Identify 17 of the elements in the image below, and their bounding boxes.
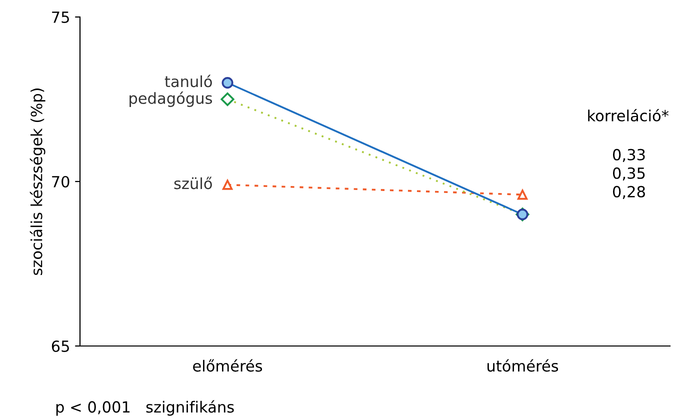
- y-tick-label: 75: [52, 12, 69, 24]
- y-tick-label: 70: [52, 176, 70, 188]
- annotation: 0,33: [612, 148, 645, 162]
- x-tick-label: előmérés: [193, 359, 262, 372]
- x-tick-label: utómérés: [488, 359, 558, 372]
- series-label: szülő: [174, 176, 212, 190]
- point: [222, 180, 233, 190]
- annotation: 0,28: [612, 186, 645, 199]
- text: p < 0,001 szignifikáns: [56, 400, 234, 416]
- y-tick-label: 65: [52, 340, 69, 352]
- annotation: korreláció*: [588, 108, 669, 122]
- series-label: pedagógus: [130, 92, 212, 107]
- point: [222, 77, 234, 89]
- series-label: tanuló: [164, 74, 212, 88]
- y-axis-title: szociális készségek (%p): [30, 88, 46, 275]
- point: [517, 190, 528, 200]
- annotation: 0,35: [612, 167, 645, 180]
